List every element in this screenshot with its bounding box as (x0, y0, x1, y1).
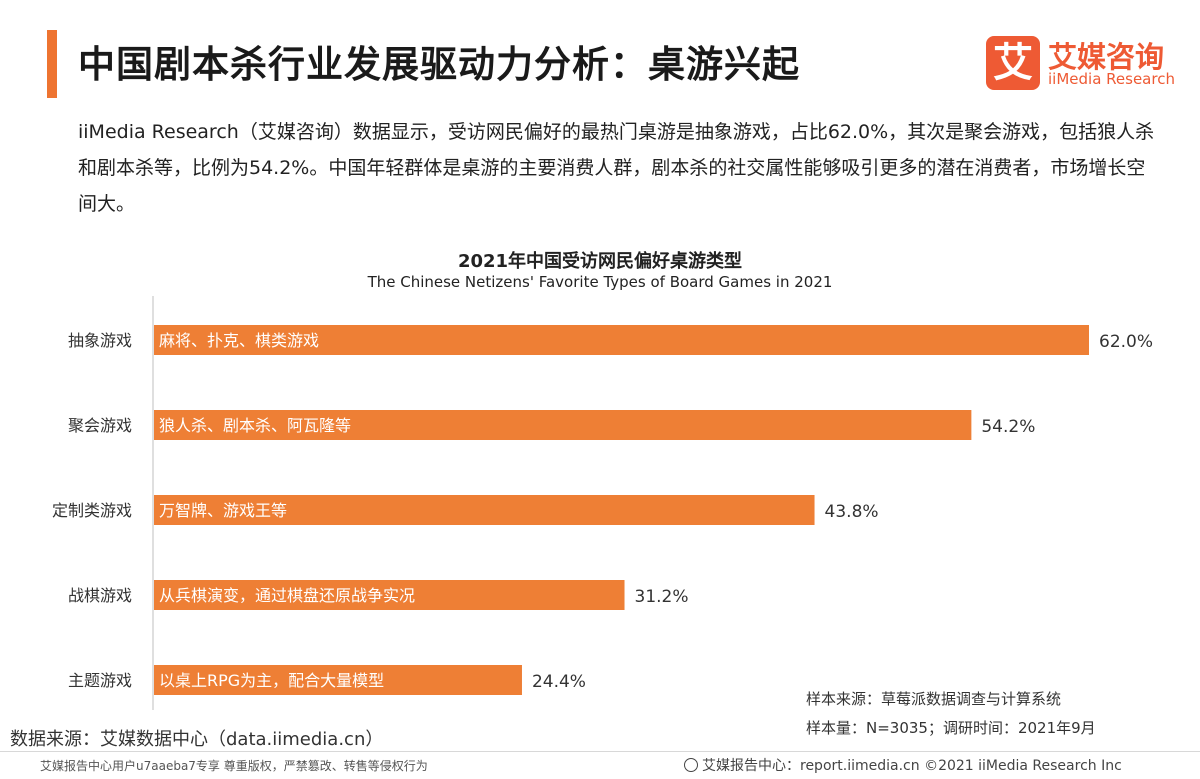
chart-subtitle: The Chinese Netizens' Favorite Types of … (367, 273, 833, 291)
bar-chart: 抽象游戏 麻将、扑克、棋类游戏 62.0% 聚会游戏 狼人杀、剧本杀、阿瓦隆等 54.2%… (52, 296, 1153, 710)
logo-name-cn: 艾媒咨询 (1048, 40, 1165, 74)
chart-title: 2021年中国受访网民偏好桌游类型 (457, 251, 743, 272)
category-label-4: 战棋游戏 (68, 586, 132, 605)
value-label-1: 62.0% (1099, 332, 1153, 352)
globe-icon (684, 758, 698, 772)
category-label-5: 主题游戏 (68, 671, 132, 690)
category-label-1: 抽象游戏 (68, 331, 132, 350)
bar-1 (154, 325, 1089, 355)
description-text: iiMedia Research（艾媒咨询）数据显示，受访网民偏好的最热门桌游是… (78, 121, 1155, 215)
sample-size: 样本量：N=3035；调研时间：2021年9月 (806, 719, 1096, 737)
page-title: 中国剧本杀行业发展驱动力分析：桌游兴起 (78, 43, 800, 86)
category-label-3: 定制类游戏 (52, 501, 132, 520)
bar-annotation-1: 麻将、扑克、棋类游戏 (159, 331, 319, 350)
bar-4 (154, 580, 625, 610)
copyright-notice: 艾媒报告中心用户u7aaeba7专享 尊重版权，严禁篡改、转售等侵权行为 (40, 759, 428, 773)
bar-annotation-4: 从兵棋演变，通过棋盘还原战争实况 (159, 586, 415, 605)
title-accent-bar (47, 30, 57, 98)
bar-annotation-5: 以桌上RPG为主，配合大量模型 (159, 671, 384, 690)
value-label-3: 43.8% (825, 502, 879, 522)
logo-mark-icon: 艾 (986, 36, 1040, 90)
bar-2 (154, 410, 972, 440)
iimedia-logo: 艾 艾媒咨询 iiMedia Research (986, 36, 1186, 96)
footer-divider (0, 751, 1200, 752)
bar-annotation-3: 万智牌、游戏王等 (159, 501, 287, 520)
data-source: 数据来源：艾媒数据中心（data.iimedia.cn） (10, 729, 384, 750)
report-center-footer: 艾媒报告中心：report.iimedia.cn ©2021 iiMedia R… (684, 755, 1122, 775)
category-label-2: 聚会游戏 (68, 416, 132, 435)
bar-3 (154, 495, 815, 525)
logo-name-en: iiMedia Research (1048, 70, 1175, 88)
value-label-4: 31.2% (635, 587, 689, 607)
value-label-5: 24.4% (532, 672, 586, 692)
value-label-2: 54.2% (981, 417, 1035, 437)
sample-source: 样本来源：草莓派数据调查与计算系统 (806, 690, 1062, 708)
bar-annotation-2: 狼人杀、剧本杀、阿瓦隆等 (159, 416, 351, 435)
bar-5 (154, 665, 522, 695)
report-center-text: 艾媒报告中心：report.iimedia.cn ©2021 iiMedia R… (702, 758, 1122, 774)
